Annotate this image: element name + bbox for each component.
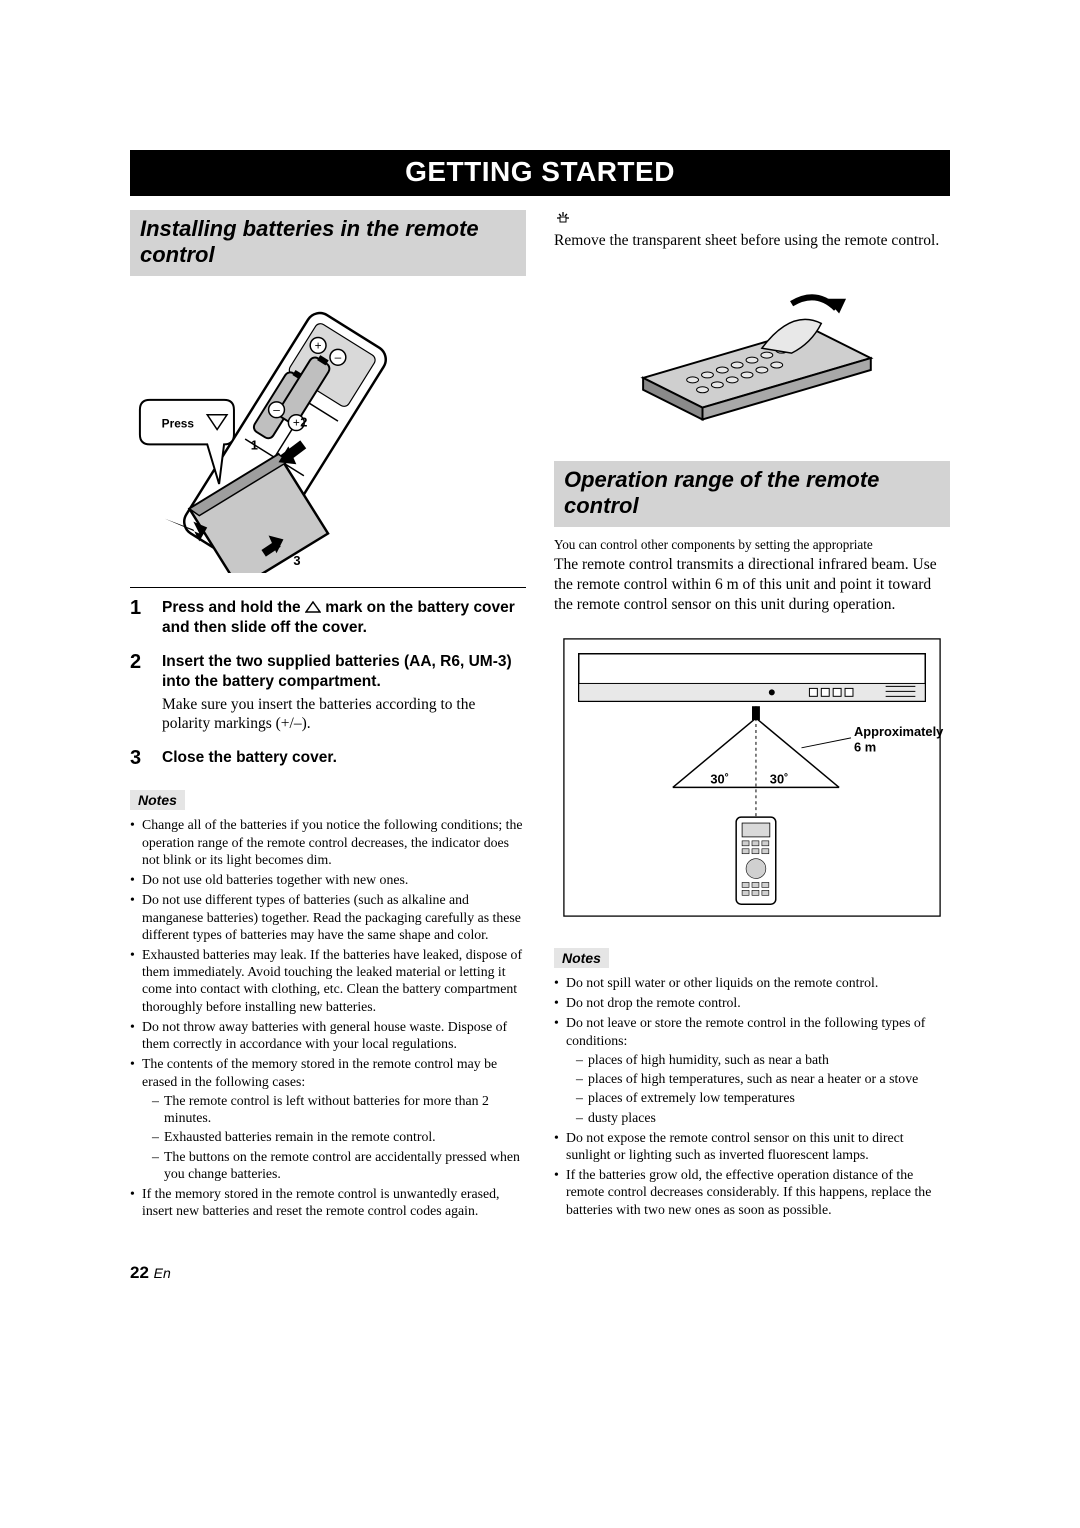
note-sublist: places of high humidity, such as near a … xyxy=(566,1051,950,1126)
page-language: En xyxy=(154,1265,171,1281)
step-3: 3 Close the battery cover. xyxy=(130,748,526,768)
right-column: Remove the transparent sheet before usin… xyxy=(554,210,950,1223)
svg-text:–: – xyxy=(273,403,280,417)
section-heading-install: Installing batteries in the remote contr… xyxy=(130,210,526,276)
note-item: Exhausted batteries may leak. If the bat… xyxy=(130,946,526,1015)
svg-text:2: 2 xyxy=(300,414,307,429)
note-item: Do not use different types of batteries … xyxy=(130,891,526,943)
step-1-title: Press and hold the mark on the battery c… xyxy=(162,598,526,638)
svg-text:+: + xyxy=(293,415,300,429)
note-subitem: The buttons on the remote control are ac… xyxy=(152,1148,526,1182)
note-subitem: places of extremely low temperatures xyxy=(576,1089,950,1106)
notes-list-right: Do not spill water or other liquids on t… xyxy=(554,974,950,1218)
note-item: Do not leave or store the remote control… xyxy=(554,1014,950,1125)
svg-text:+: + xyxy=(315,338,322,352)
notes-label-left: Notes xyxy=(130,790,185,810)
left-column: Installing batteries in the remote contr… xyxy=(130,210,526,1223)
note-sublist: The remote control is left without batte… xyxy=(142,1092,526,1182)
page-title-bar: GETTING STARTED xyxy=(130,150,950,196)
page-title: GETTING STARTED xyxy=(405,156,675,187)
note-item: If the batteries grow old, the effective… xyxy=(554,1166,950,1218)
step-3-title: Close the battery cover. xyxy=(162,748,526,768)
note-item: Do not spill water or other liquids on t… xyxy=(554,974,950,991)
note-subitem: Exhausted batteries remain in the remote… xyxy=(152,1128,526,1145)
content-columns: Installing batteries in the remote contr… xyxy=(130,210,950,1223)
section-heading-range: Operation range of the remote control xyxy=(554,461,950,527)
step-2-title: Insert the two supplied batteries (AA, R… xyxy=(162,652,526,692)
notes-list-left: Change all of the batteries if you notic… xyxy=(130,816,526,1219)
figure-battery-install: + – – + Press 1 xyxy=(130,286,526,573)
svg-text:–: – xyxy=(335,350,342,364)
svg-text:30˚: 30˚ xyxy=(770,771,789,786)
page-footer: 22 En xyxy=(130,1263,950,1283)
note-item: Do not throw away batteries with general… xyxy=(130,1018,526,1052)
triangle-icon xyxy=(305,601,321,613)
notes-label-right: Notes xyxy=(554,948,609,968)
note-item: Do not use old batteries together with n… xyxy=(130,871,526,888)
note-item: The contents of the memory stored in the… xyxy=(130,1055,526,1182)
figure-operation-range: Approximately 6 m 30˚ 30˚ xyxy=(554,629,950,926)
step-2: 2 Insert the two supplied batteries (AA,… xyxy=(130,652,526,734)
note-item: Do not expose the remote control sensor … xyxy=(554,1129,950,1163)
step-1: 1 Press and hold the mark on the battery… xyxy=(130,598,526,638)
svg-text:30˚: 30˚ xyxy=(710,771,729,786)
note-subitem: places of high temperatures, such as nea… xyxy=(576,1070,950,1087)
tip-icon xyxy=(554,210,950,229)
note-subitem: dusty places xyxy=(576,1109,950,1126)
note-item: Do not drop the remote control. xyxy=(554,994,950,1011)
range-intro: The remote control transmits a direction… xyxy=(554,555,950,614)
install-steps: 1 Press and hold the mark on the battery… xyxy=(130,598,526,768)
note-item: If the memory stored in the remote contr… xyxy=(130,1185,526,1219)
svg-text:6 m: 6 m xyxy=(854,740,876,755)
svg-text:Approximately: Approximately xyxy=(854,724,944,739)
note-item: Change all of the batteries if you notic… xyxy=(130,816,526,868)
svg-text:1: 1 xyxy=(251,437,258,452)
page-number: 22 xyxy=(130,1263,149,1282)
range-intro-small: You can control other components by sett… xyxy=(554,537,950,554)
press-label: Press xyxy=(162,416,195,430)
note-subitem: The remote control is left without batte… xyxy=(152,1092,526,1126)
tip-text: Remove the transparent sheet before usin… xyxy=(554,231,950,251)
svg-text:3: 3 xyxy=(293,553,300,568)
step-2-text: Make sure you insert the batteries accor… xyxy=(162,695,526,735)
note-subitem: places of high humidity, such as near a … xyxy=(576,1051,950,1068)
step-number: 1 xyxy=(130,598,148,618)
step-number: 2 xyxy=(130,652,148,672)
divider xyxy=(130,587,526,588)
step-number: 3 xyxy=(130,748,148,768)
figure-peel-sheet xyxy=(554,269,950,447)
